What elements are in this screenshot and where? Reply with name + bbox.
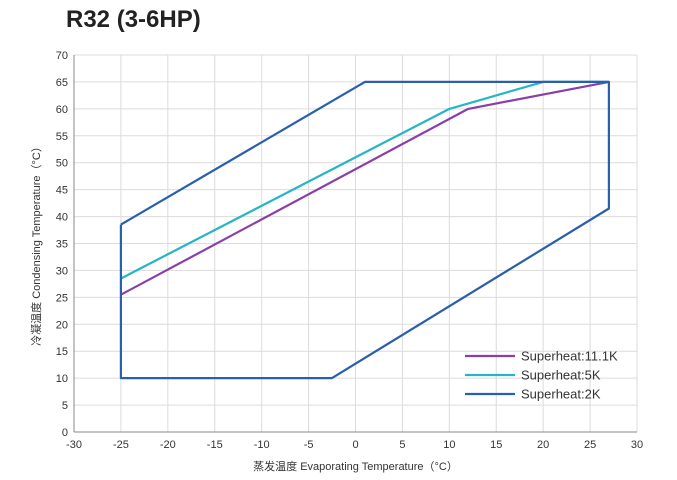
legend-label-1: Superheat:5K [521,368,601,383]
legend-label-0: Superheat:11.1K [521,349,618,364]
x-tick-label: -15 [207,439,223,451]
x-tick-label: 10 [443,439,455,451]
series-lines [119,80,611,380]
series-line-2 [119,80,611,380]
x-tick-label: 0 [352,439,358,451]
x-tick-label: -20 [160,439,176,451]
y-tick-label: 5 [62,400,68,412]
y-tick-label: 65 [56,77,68,89]
x-tick-label: 20 [537,439,549,451]
legend-label-2: Superheat:2K [521,387,601,402]
y-tick-label: 30 [56,265,68,277]
y-tick-label: 70 [56,50,68,62]
series-line-1 [120,80,609,280]
x-tick-label: -5 [304,439,314,451]
y-tick-label: 20 [56,319,68,331]
series-line-0 [120,80,610,296]
legend: Superheat:11.1K Superheat:5K Superheat:2K [465,349,618,402]
y-axis-label: 冷凝温度 Condensing Temperature（°C） [29,141,43,346]
tick-labels: -30 -25 -20 -15 -10 -5 0 5 10 15 20 25 30 0 5 10 15 20 25 3… [56,50,643,451]
x-tick-label: -25 [113,439,129,451]
y-tick-label: 55 [56,131,68,143]
x-tick-label: 30 [631,439,643,451]
y-tick-label: 15 [56,346,68,358]
x-tick-label: 15 [490,439,502,451]
x-tick-label: 25 [584,439,596,451]
x-tick-label: 5 [399,439,405,451]
y-tick-label: 45 [56,185,68,197]
x-tick-label: -10 [254,439,270,451]
chart-title: R32 (3-6HP) [66,6,201,33]
y-tick-label: 10 [56,373,68,385]
y-tick-label: 50 [56,158,68,170]
axes [73,55,637,433]
y-tick-label: 25 [56,292,68,304]
x-axis-label: 蒸发温度 Evaporating Temperature（°C） [253,459,458,473]
x-tick-label: -30 [66,439,82,451]
y-tick-label: 0 [62,427,68,439]
y-tick-label: 40 [56,212,68,224]
y-tick-label: 60 [56,104,68,116]
y-tick-label: 35 [56,239,68,251]
